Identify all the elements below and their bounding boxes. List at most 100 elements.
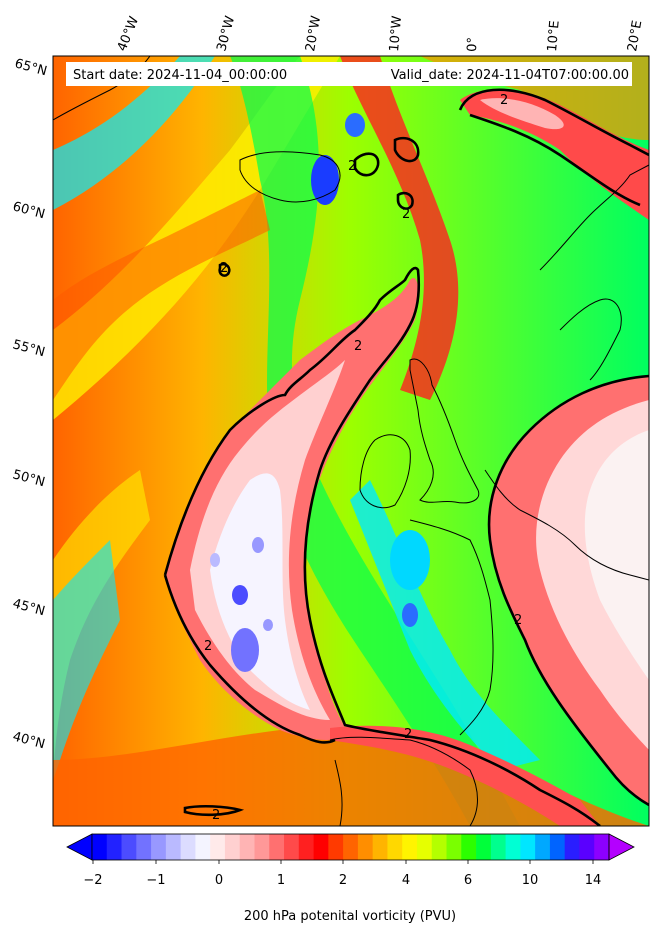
colorbar-tick-label: 1 [277, 873, 285, 888]
lon-label-10e: 10°E [545, 20, 563, 52]
contour-label: 2 [220, 261, 228, 276]
pv-east-cutoff-white-core [584, 430, 649, 680]
colorbar-cell [461, 834, 477, 860]
pv2-contour-north-inner [469, 113, 641, 207]
pv2-contour-small-1 [393, 136, 420, 163]
colorbar-tick-label: 6 [464, 873, 472, 888]
pv2-contour-trough [163, 266, 601, 826]
colorbar-cell [520, 834, 536, 860]
colorbar-cell [195, 834, 211, 860]
colorbar-cell [165, 834, 182, 860]
pv-band-red-northeast [340, 56, 459, 400]
pv-contours [163, 88, 649, 826]
pv-blue-biscay [402, 603, 418, 627]
colorbar-cell [549, 834, 566, 860]
contour-label: 2 [404, 727, 412, 742]
colorbar-cell [210, 834, 226, 860]
lon-label-20w: 20°W [303, 15, 324, 53]
pv-north-pink-core [480, 98, 564, 130]
iceland-coast [239, 151, 341, 203]
pv-map [53, 56, 649, 826]
colorbar-cell [328, 834, 344, 860]
colorbar-cell [431, 834, 447, 860]
colorbar-cell [505, 834, 521, 860]
colorbar-cell [121, 834, 137, 860]
colorbar-extend-low [66, 833, 93, 861]
pv-band-cyan-north [53, 56, 215, 210]
lon-label-40w: 40°W [115, 14, 142, 53]
colorbar-cell [269, 834, 285, 860]
longitude-labels: 40°W 30°W 20°W 10°W 0° 10°E 20°E [115, 14, 646, 53]
pv-north-red-streak [460, 89, 649, 221]
colorbar-tick-label: 10 [522, 873, 539, 888]
contour-label: 2 [500, 93, 508, 108]
colorbar-cell [343, 834, 359, 860]
pv-blue-blob-3 [252, 537, 264, 553]
colorbar-cell [92, 834, 108, 860]
start-date-label: Start date: 2024-11-04_00:00:00 [73, 68, 287, 83]
pv-blue-blob-5 [263, 619, 273, 631]
colorbar-cell [224, 834, 241, 860]
pv-blue-blob-4 [210, 553, 220, 567]
colorbar-extend-high [608, 833, 635, 861]
pv-band-south-orange [53, 727, 649, 826]
pv2-contour-small-2 [353, 152, 380, 177]
colorbar-cell [136, 834, 152, 860]
coastlines [53, 56, 649, 826]
lat-label-55n: 55°N [11, 337, 47, 360]
lat-label-40n: 40°N [11, 729, 47, 752]
colorbar-cell [284, 834, 300, 860]
colorbar-cell [446, 834, 462, 860]
lon-label-20e: 20°E [625, 19, 645, 52]
colorbar-cell [387, 834, 403, 860]
pv-band-green-central [230, 56, 520, 826]
colorbar-cell [239, 834, 255, 860]
lon-label-0: 0° [465, 37, 481, 52]
colorbar-cell [313, 834, 329, 860]
colorbar-cell [254, 834, 270, 860]
colorbar-cell [594, 834, 610, 860]
contour-label: 2 [348, 159, 356, 174]
pv-band-red-atlantic [53, 190, 270, 400]
valid-date-label: Valid_date: 2024-11-04T07:00:00.00 [391, 68, 629, 83]
contour-label: 2 [354, 339, 362, 354]
colorbar: −2 −1 0 1 2 4 6 10 14 200 hPa potenital vorticit… [66, 833, 635, 924]
lat-label-60n: 60°N [11, 199, 47, 222]
pv-cyan-ireland [390, 530, 430, 590]
colorbar-cell [416, 834, 433, 860]
france-coast [409, 519, 494, 736]
pv-darkblue-iceland [311, 155, 339, 205]
pv-blue-north [345, 113, 365, 137]
colorbar-tick-label: −1 [146, 873, 165, 888]
colorbar-cell [357, 834, 374, 860]
pv2-contour-small-4 [183, 804, 245, 817]
colorbar-tick-label: 2 [339, 873, 347, 888]
date-banner [66, 62, 632, 86]
lat-label-65n: 65°N [13, 56, 49, 79]
pv-blue-blob-1 [231, 628, 259, 672]
contour-label: 2 [212, 808, 220, 823]
colorbar-cell [180, 834, 196, 860]
pv2-contour-small-5 [218, 262, 231, 277]
colorbar-cell [490, 834, 506, 860]
pv-band-cyan-southwest [53, 540, 120, 780]
iberia-coast [329, 736, 478, 826]
colorbar-ticks: −2 −1 0 1 2 4 6 10 14 [83, 860, 601, 888]
ireland-coast [359, 434, 411, 509]
pv2-contour-trough-west [163, 574, 336, 744]
lat-label-45n: 45°N [11, 596, 47, 619]
pv-band-yellow-southwest [53, 470, 150, 780]
colorbar-cells [92, 834, 610, 860]
pv2-contour-north-loop [458, 88, 649, 157]
colorbar-tick-label: 14 [585, 873, 602, 888]
pv-trough-white-core [210, 473, 310, 710]
colorbar-cell [151, 834, 167, 860]
pv-blue-blob-2 [232, 585, 248, 605]
colorbar-cell [372, 834, 388, 860]
pv2-contour-east-cutoff [487, 374, 649, 807]
contour-label: 2 [514, 613, 522, 628]
contour-label: 2 [204, 639, 212, 654]
lat-label-50n: 50°N [11, 467, 47, 490]
colorbar-frame [91, 833, 610, 861]
